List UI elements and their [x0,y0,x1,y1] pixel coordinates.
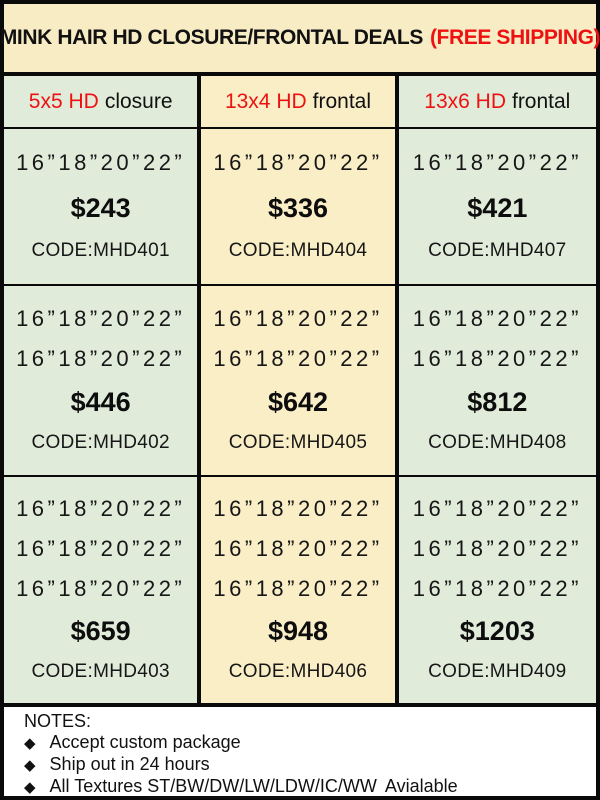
pricing-grid: 5x5 HD closure 13x4 HD frontal 13x6 HD f… [0,76,600,707]
deal-cell-mhd409: 16”18”20”22” 16”18”20”22” 16”18”20”22” $… [398,477,596,703]
deal-code: CODE:MHD409 [428,660,567,682]
column-header-5x5-closure: 5x5 HD closure [4,76,202,129]
notes-title: NOTES: [24,711,92,731]
diamond-bullet-icon: ◆ [24,735,36,752]
deal-code: CODE:MHD403 [31,660,170,682]
column-header-13x6-frontal: 13x6 HD frontal [398,76,596,129]
deal-cell-mhd402: 16”18”20”22” 16”18”20”22” $446 CODE:MHD4… [4,286,202,477]
deal-sizes: 16”18”20”22” [213,305,383,331]
deal-sizes: 16”18”20”22” [412,345,582,371]
deal-price: $446 [70,387,131,418]
column-type-label: closure [104,89,173,113]
deal-cell-mhd405: 16”18”20”22” 16”18”20”22” $642 CODE:MHD4… [201,286,399,477]
deal-cell-mhd408: 16”18”20”22” 16”18”20”22” $812 CODE:MHD4… [398,286,596,477]
deal-sizes: 16”18”20”22” [412,150,582,176]
free-shipping-badge: (FREE SHIPPING) [429,26,600,49]
deal-sizes: 16”18”20”22” [16,575,186,601]
note-text: All Textures ST/BW/DW/LW/LDW/IC/WW Avial… [49,776,458,798]
deal-sizes: 16”18”20”22” [213,150,383,176]
column-size-label: 13x4 HD [224,89,307,113]
deal-sizes: 16”18”20”22” [16,535,186,561]
deal-cell-mhd407: 16”18”20”22” $421 CODE:MHD407 [398,129,596,286]
deal-sizes: 16”18”20”22” [213,496,383,522]
deal-code: CODE:MHD405 [228,432,368,454]
note-text: Ship out in 24 hours [49,754,210,774]
deal-sizes: 16”18”20”22” [412,496,582,522]
deal-code: CODE:MHD402 [31,432,170,454]
deal-cell-mhd404: 16”18”20”22” $336 CODE:MHD404 [201,129,399,286]
deal-price: $812 [467,387,528,418]
deal-price: $1203 [459,616,535,647]
deal-code: CODE:MHD408 [428,432,567,454]
deal-price: $243 [70,193,131,224]
diamond-bullet-icon: ◆ [24,757,36,774]
deal-code: CODE:MHD401 [31,239,170,261]
deal-sizes: 16”18”20”22” [16,345,186,371]
column-header-13x4-frontal: 13x4 HD frontal [201,76,399,129]
deal-sizes: 16”18”20”22” [412,575,582,601]
page-title: MINK HAIR HD CLOSURE/FRONTAL DEALS [0,26,423,49]
column-size-label: 13x6 HD [424,89,506,113]
note-text: Accept custom package [49,732,241,752]
deal-cell-mhd401: 16”18”20”22” $243 CODE:MHD401 [4,129,202,286]
deal-code: CODE:MHD407 [428,239,567,261]
deal-code: CODE:MHD404 [228,239,368,261]
deal-cell-mhd406: 16”18”20”22” 16”18”20”22” 16”18”20”22” $… [201,477,399,703]
deal-sizes: 16”18”20”22” [16,305,186,331]
column-size-label: 5x5 HD [28,89,99,113]
deal-sizes: 16”18”20”22” [412,535,582,561]
deal-price: $948 [267,616,329,647]
title-bar: MINK HAIR HD CLOSURE/FRONTAL DEALS (FREE… [0,0,600,76]
deal-sizes: 16”18”20”22” [213,345,383,371]
deal-sizes: 16”18”20”22” [16,496,186,522]
deal-price: $642 [267,387,329,418]
deal-sizes: 16”18”20”22” [213,535,383,561]
deal-cell-mhd403: 16”18”20”22” 16”18”20”22” 16”18”20”22” $… [4,477,202,703]
column-type-label: frontal [511,89,571,113]
deal-price: $421 [467,193,528,224]
deal-sizes: 16”18”20”22” [16,150,186,176]
column-type-label: frontal [312,89,372,113]
note-item-textures: ◆ All Textures ST/BW/DW/LW/LDW/IC/WW Avi… [24,776,596,798]
note-item-custom-package: ◆ Accept custom package [24,732,596,754]
deal-sizes: 16”18”20”22” [412,305,582,331]
deal-code: CODE:MHD406 [228,660,368,682]
deal-price: $659 [70,616,131,647]
notes-section: NOTES: ◆ Accept custom package ◆ Ship ou… [0,707,600,800]
textures-list: ST/BW/DW/LW/LDW/IC/WW [147,776,381,798]
deal-price: $336 [267,193,329,224]
diamond-bullet-icon: ◆ [24,779,36,796]
note-item-ship-24h: ◆ Ship out in 24 hours [24,754,596,776]
deal-sizes: 16”18”20”22” [213,575,383,601]
